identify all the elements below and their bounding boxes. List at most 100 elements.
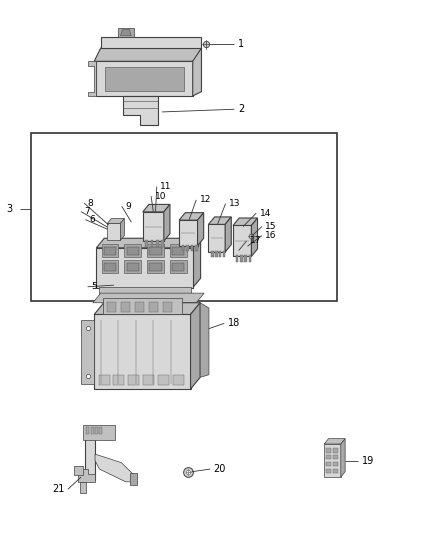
Bar [158,375,169,385]
Bar [31,133,337,301]
Polygon shape [81,320,94,384]
Bar [249,255,251,262]
Polygon shape [80,482,86,493]
Polygon shape [94,303,200,314]
Text: 8: 8 [88,199,93,207]
Text: 7: 7 [85,207,90,216]
Bar [143,212,164,241]
Bar [163,302,172,312]
Bar [236,255,238,262]
Text: 18: 18 [228,318,240,328]
Polygon shape [233,218,258,225]
Bar [107,302,116,312]
Text: 19: 19 [362,456,374,465]
Polygon shape [341,439,345,477]
Bar [155,296,162,303]
Bar [186,245,189,251]
Polygon shape [130,473,137,485]
Text: 21: 21 [52,484,64,494]
Bar [85,437,95,480]
Bar [244,255,247,262]
Text: 1: 1 [238,39,244,49]
Bar [161,240,164,246]
Bar [95,427,98,434]
Bar [324,444,341,477]
Polygon shape [193,48,201,96]
Bar [156,240,159,246]
Bar [99,375,110,385]
Bar [143,375,154,385]
Polygon shape [225,217,231,252]
Bar [195,245,198,251]
Polygon shape [107,219,124,223]
Bar [91,427,94,434]
Bar [103,298,182,314]
Bar [145,240,148,246]
Text: 12: 12 [200,196,211,204]
Bar [191,245,193,251]
Polygon shape [164,205,170,241]
Bar [240,255,243,262]
Text: 16: 16 [265,231,277,240]
Bar [113,375,124,385]
Bar [105,67,184,91]
Text: 15: 15 [265,222,277,231]
Polygon shape [200,303,209,377]
Bar [104,263,116,271]
Bar [102,244,118,257]
Bar [99,287,191,297]
Bar [170,244,187,257]
Polygon shape [123,96,158,125]
Polygon shape [143,205,170,212]
Bar [170,260,187,273]
Text: 13: 13 [229,199,240,208]
Bar [127,263,139,271]
Bar [124,244,141,257]
Bar [326,469,331,473]
Polygon shape [94,48,201,61]
Polygon shape [96,238,201,248]
Bar [151,240,153,246]
Polygon shape [88,61,96,96]
Polygon shape [251,218,258,256]
Bar [173,375,184,385]
Bar [135,302,144,312]
Polygon shape [120,29,131,36]
Bar [177,296,184,303]
Bar [215,251,218,257]
Polygon shape [208,217,231,224]
Bar [147,260,164,273]
Polygon shape [95,454,134,482]
Bar [127,247,139,255]
Text: 3: 3 [7,204,13,214]
Polygon shape [193,238,201,288]
Bar [333,455,338,459]
Polygon shape [93,293,204,303]
Bar [134,296,140,303]
Bar [219,251,221,257]
Bar [333,469,338,473]
Bar [223,251,225,257]
Bar [149,302,158,312]
Bar [101,296,107,303]
Polygon shape [179,213,204,220]
Text: 5: 5 [91,282,97,291]
Bar [166,296,173,303]
Text: 17: 17 [250,237,261,245]
Text: 20: 20 [214,464,226,474]
Polygon shape [78,469,95,482]
Bar [145,296,151,303]
Text: 11: 11 [160,182,172,191]
Bar [128,375,139,385]
Text: 2: 2 [238,104,244,114]
Polygon shape [120,219,124,240]
Bar [182,245,184,251]
Bar [102,260,118,273]
Polygon shape [324,439,345,444]
Bar [121,302,130,312]
Bar [96,248,193,288]
Bar [94,314,191,389]
Bar [326,448,331,453]
Bar [172,247,184,255]
Bar [124,260,141,273]
